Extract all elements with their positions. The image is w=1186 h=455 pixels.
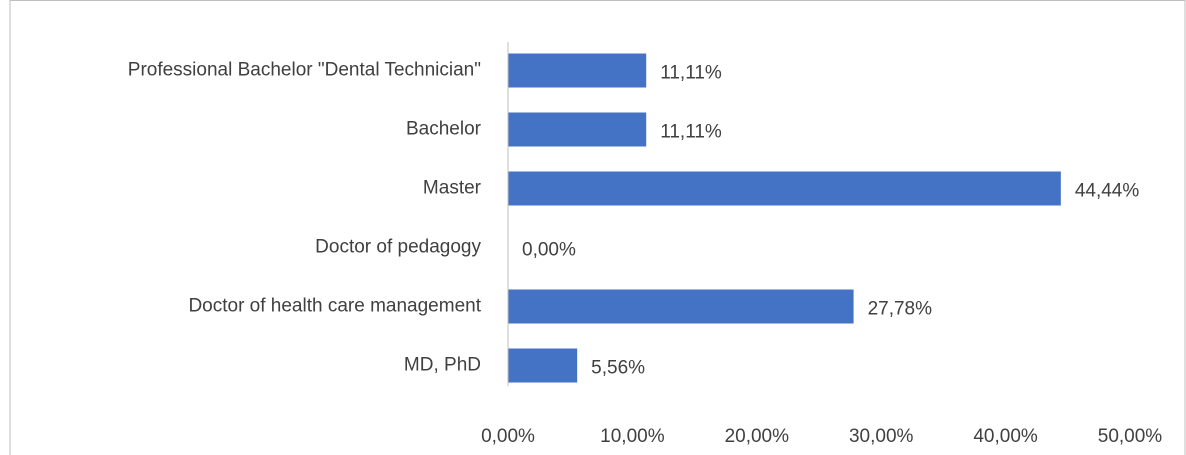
chart-border bbox=[9, 0, 1186, 455]
y-tick-label: MD, PhD bbox=[404, 355, 481, 376]
bar bbox=[508, 53, 647, 88]
y-tick-label: Master bbox=[423, 178, 482, 199]
bar bbox=[508, 171, 1061, 206]
x-tick-label: 30,00% bbox=[849, 426, 914, 447]
value-label: 44,44% bbox=[1075, 181, 1140, 202]
bar bbox=[508, 112, 647, 147]
y-tick-label: Doctor of health care management bbox=[188, 296, 481, 317]
x-tick-label: 20,00% bbox=[725, 426, 790, 447]
x-tick-label: 10,00% bbox=[600, 426, 665, 447]
value-label: 27,78% bbox=[868, 299, 933, 320]
value-label: 11,11% bbox=[660, 122, 722, 143]
x-tick-label: 40,00% bbox=[973, 426, 1038, 447]
y-tick-label: Doctor of pedagogy bbox=[315, 237, 481, 258]
y-tick-label: Bachelor bbox=[406, 119, 482, 140]
value-label: 5,56% bbox=[591, 358, 645, 379]
y-tick-label: Professional Bachelor "Dental Technician… bbox=[128, 60, 481, 81]
value-label: 11,11% bbox=[660, 63, 722, 84]
value-label: 0,00% bbox=[522, 240, 576, 261]
bar bbox=[508, 289, 854, 324]
bar bbox=[508, 348, 578, 383]
x-tick-label: 0,00% bbox=[481, 426, 535, 447]
x-tick-label: 50,00% bbox=[1098, 426, 1163, 447]
